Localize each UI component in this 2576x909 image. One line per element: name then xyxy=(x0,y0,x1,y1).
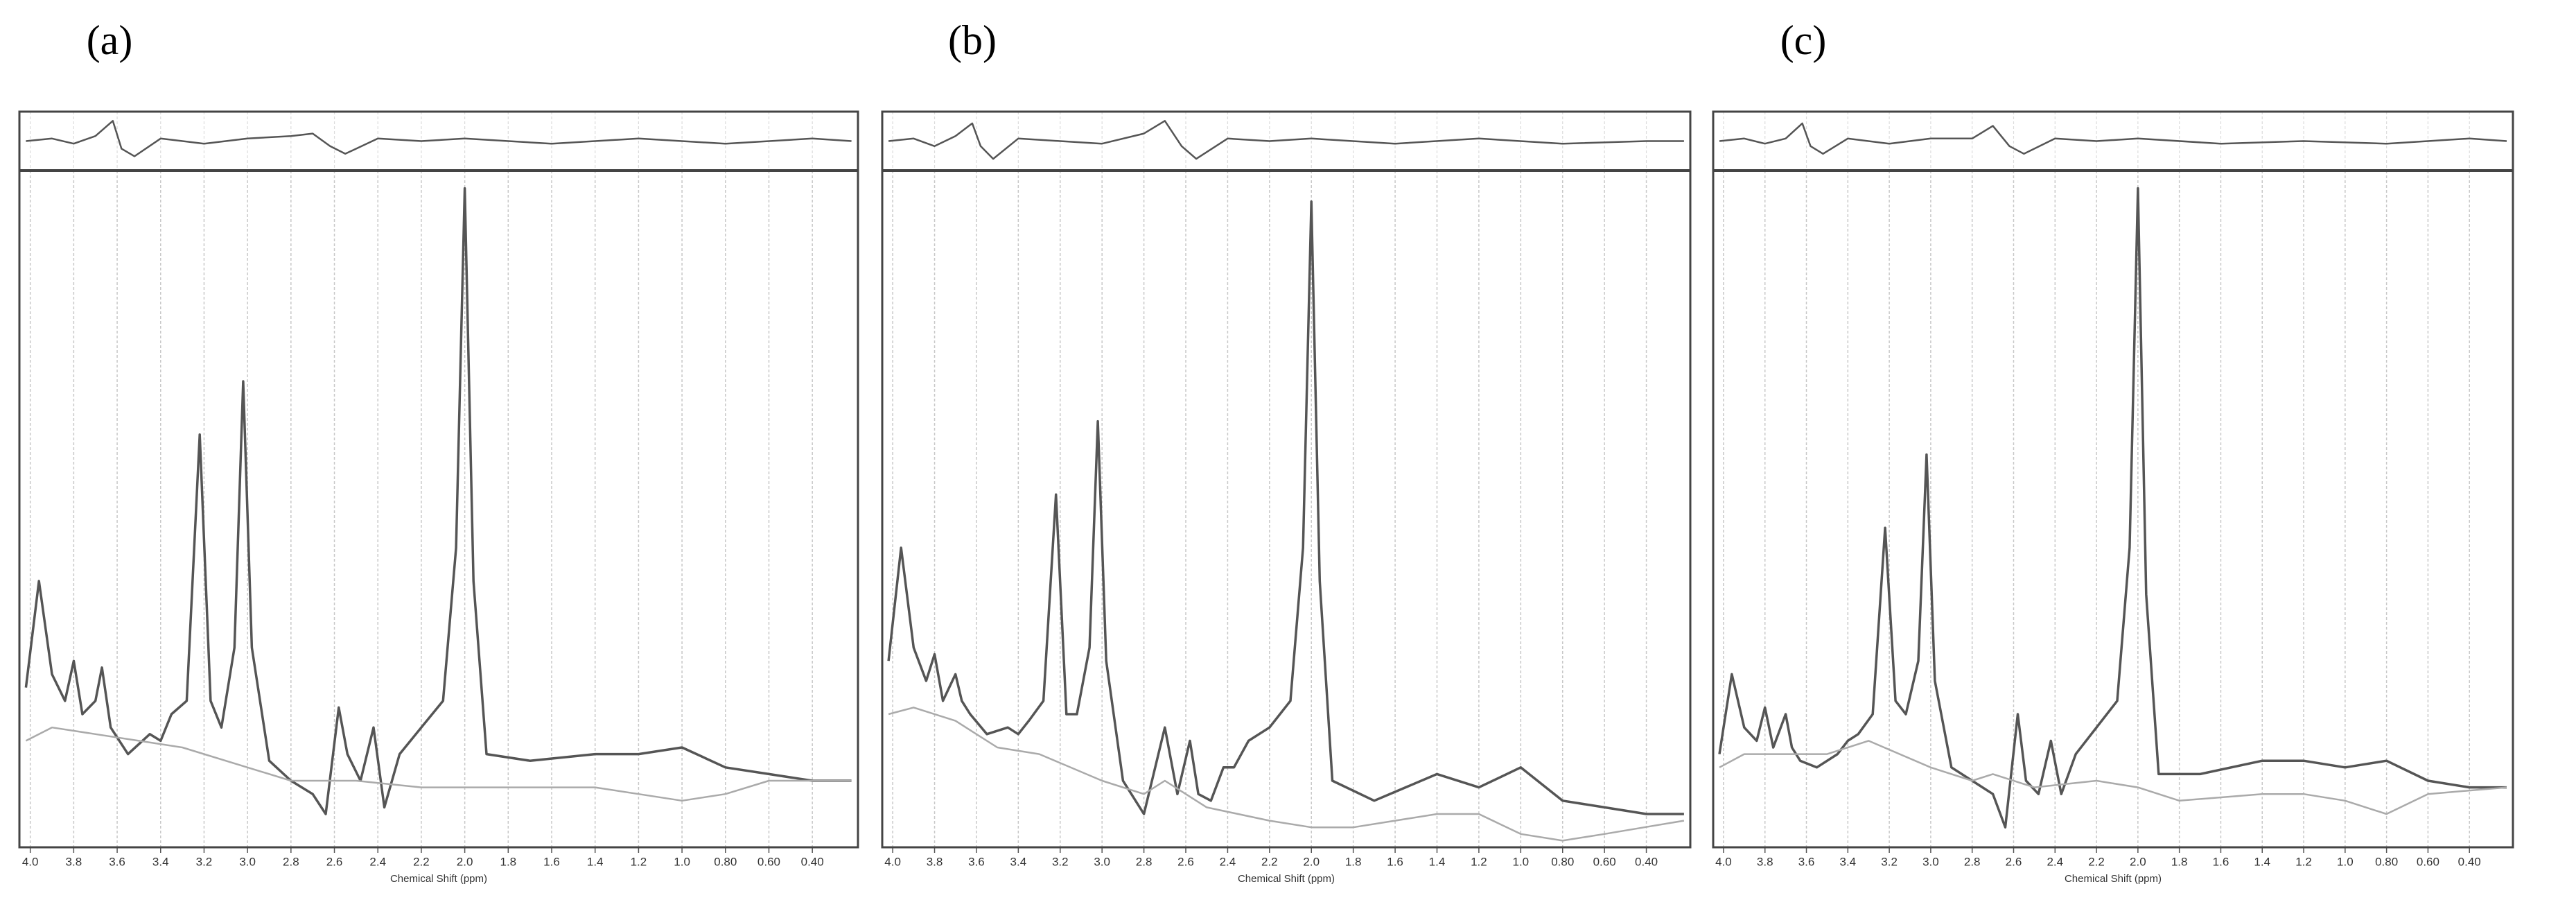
spectrum-line xyxy=(1718,187,2507,829)
x-tick-label: 3.6 xyxy=(968,855,985,868)
x-tick-label: 0.60 xyxy=(757,855,780,868)
x-tick-label: 1.6 xyxy=(2213,855,2229,868)
x-tick-label: 2.4 xyxy=(2047,855,2063,868)
x-tick-label: 2.6 xyxy=(2006,855,2022,868)
spectrum-line xyxy=(24,187,852,815)
x-tick-label: 4.0 xyxy=(884,855,901,868)
x-tick-label: 2.4 xyxy=(1220,855,1236,868)
panel-title: (a) xyxy=(87,17,133,63)
x-tick-label: 1.4 xyxy=(1429,855,1446,868)
x-tick-label: 0.80 xyxy=(2375,855,2398,868)
residual-line xyxy=(888,120,1684,160)
spectrum-line xyxy=(1719,740,2507,815)
x-tick-label: 3.2 xyxy=(1881,855,1898,868)
x-tick-label: 3.2 xyxy=(1052,855,1069,868)
plot-frame xyxy=(18,110,859,849)
x-tick-label: 1.8 xyxy=(1345,855,1362,868)
x-tick-label: 2.6 xyxy=(326,855,343,868)
x-tick-label: 3.6 xyxy=(1798,855,1815,868)
x-tick-label: 3.4 xyxy=(152,855,169,868)
x-tick-label: 3.4 xyxy=(1010,855,1027,868)
x-tick-label: 1.6 xyxy=(543,855,560,868)
x-tick-label: 2.2 xyxy=(2088,855,2105,868)
x-tick-label: 3.2 xyxy=(196,855,213,868)
x-tick-label: 2.2 xyxy=(413,855,430,868)
x-tick-label: 3.8 xyxy=(927,855,943,868)
x-tick-label: 3.4 xyxy=(1840,855,1857,868)
x-tick-label: 0.80 xyxy=(1551,855,1574,868)
x-tick-label: 0.60 xyxy=(1593,855,1616,868)
panel-title: (b) xyxy=(948,17,997,63)
residual-line xyxy=(1719,122,2507,155)
x-tick-label: 4.0 xyxy=(22,855,39,868)
x-tick-label: 1.0 xyxy=(1513,855,1530,868)
x-tick-label: 2.6 xyxy=(1177,855,1194,868)
x-tick-label: 3.0 xyxy=(1922,855,1939,868)
x-tick-label: 3.8 xyxy=(66,855,82,868)
x-tick-label: 1.4 xyxy=(587,855,604,868)
x-tick-label: 2.0 xyxy=(1303,855,1320,868)
x-tick-label: 0.40 xyxy=(801,855,824,868)
x-tick-label: 2.2 xyxy=(1261,855,1278,868)
x-tick-label: 0.80 xyxy=(714,855,737,868)
panel-title: (c) xyxy=(1780,17,1827,63)
x-tick-label: 3.0 xyxy=(1094,855,1110,868)
x-tick-label: 1.2 xyxy=(2295,855,2312,868)
x-tick-label: 0.40 xyxy=(2458,855,2481,868)
x-tick-label: 0.60 xyxy=(2417,855,2439,868)
spectrum-line xyxy=(888,707,1685,842)
panel: (b) 4.0 3.8 3.6 3.4 3.2 3.0 2.8 2.6 2.4 2.2 2.0 1.8 1… xyxy=(881,17,1692,885)
x-tick-label: 1.4 xyxy=(2254,855,2270,868)
x-tick-label: 3.6 xyxy=(109,855,125,868)
residual-line xyxy=(26,120,852,157)
x-tick-label: 1.2 xyxy=(631,855,647,868)
x-axis-label: Chemical Shift (ppm) xyxy=(2065,873,2162,885)
x-tick-label: 1.8 xyxy=(500,855,516,868)
x-tick-label: 4.0 xyxy=(1715,855,1732,868)
plot-frame xyxy=(1712,110,2514,849)
x-tick-label: 2.4 xyxy=(369,855,386,868)
x-tick-label: 1.0 xyxy=(2337,855,2354,868)
x-axis-label: Chemical Shift (ppm) xyxy=(1238,873,1335,885)
panel: (a) 4.0 3.8 3.6 3.4 3.2 3.0 2.8 2.6 2.4 2.2 2.0 1.8 1… xyxy=(18,17,859,885)
x-tick-label: 2.0 xyxy=(2130,855,2146,868)
spectrum-line xyxy=(25,726,852,802)
panel: (c) 4.0 3.8 3.6 3.4 3.2 3.0 2.8 2.6 2.4 2.2 2.0 1.8 1… xyxy=(1712,17,2514,885)
x-tick-label: 2.8 xyxy=(1964,855,1981,868)
x-tick-label: 1.6 xyxy=(1387,855,1403,868)
spectrum-line xyxy=(887,200,1684,815)
x-tick-label: 1.8 xyxy=(2171,855,2188,868)
x-tick-label: 2.8 xyxy=(283,855,299,868)
x-tick-label: 2.8 xyxy=(1136,855,1153,868)
x-axis-label: Chemical Shift (ppm) xyxy=(390,873,487,885)
x-tick-label: 0.40 xyxy=(1635,855,1658,868)
x-tick-label: 3.0 xyxy=(239,855,256,868)
x-tick-label: 1.2 xyxy=(1471,855,1487,868)
x-tick-label: 1.0 xyxy=(674,855,690,868)
x-tick-label: 3.8 xyxy=(1757,855,1773,868)
x-tick-label: 2.0 xyxy=(457,855,473,868)
plot-frame xyxy=(881,110,1692,849)
